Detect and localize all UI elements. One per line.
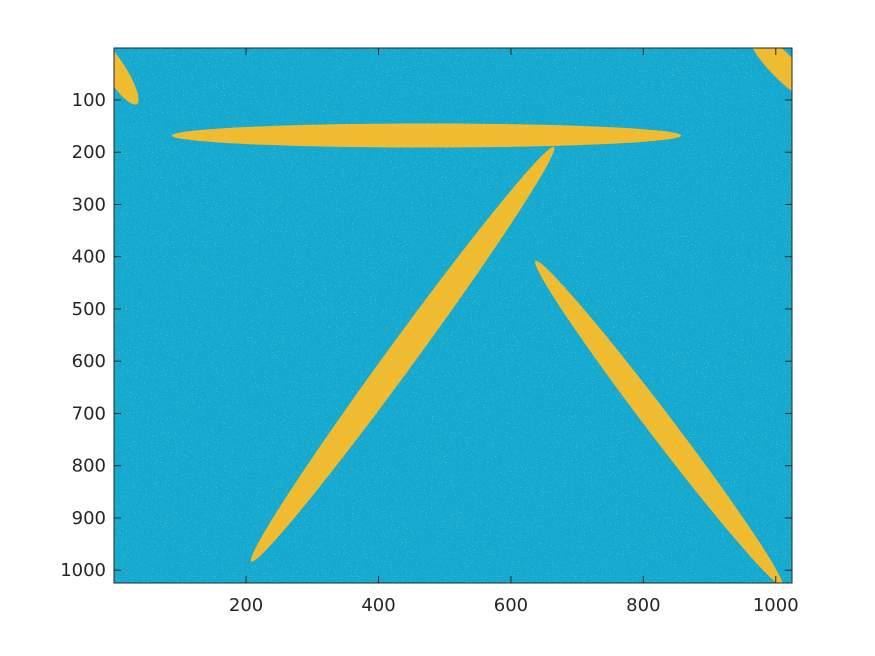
y-tick-label: 700: [72, 403, 106, 424]
y-tick-label: 400: [72, 247, 106, 268]
x-tick-label: 1000: [753, 595, 799, 616]
plot-area: [114, 48, 792, 583]
plot-frame: [113, 47, 793, 584]
x-tick-label: 400: [361, 595, 395, 616]
y-tick-label: 200: [72, 142, 106, 163]
x-axis: 200 400 600 800 1000: [229, 48, 799, 616]
y-tick-label: 1000: [60, 560, 106, 581]
heatmap-noise: [114, 48, 792, 583]
y-tick-label: 900: [72, 508, 106, 529]
y-tick-label: 100: [72, 90, 106, 111]
x-tick-label: 200: [229, 595, 263, 616]
x-tick-label: 800: [626, 595, 660, 616]
y-tick-label: 600: [72, 351, 106, 372]
y-tick-label: 300: [72, 194, 106, 215]
y-tick-label: 800: [72, 456, 106, 477]
x-tick-label: 600: [494, 595, 528, 616]
y-tick-label: 500: [72, 299, 106, 320]
y-axis: 100 200 300 400 500 600 700 800 900 1000: [60, 90, 792, 581]
